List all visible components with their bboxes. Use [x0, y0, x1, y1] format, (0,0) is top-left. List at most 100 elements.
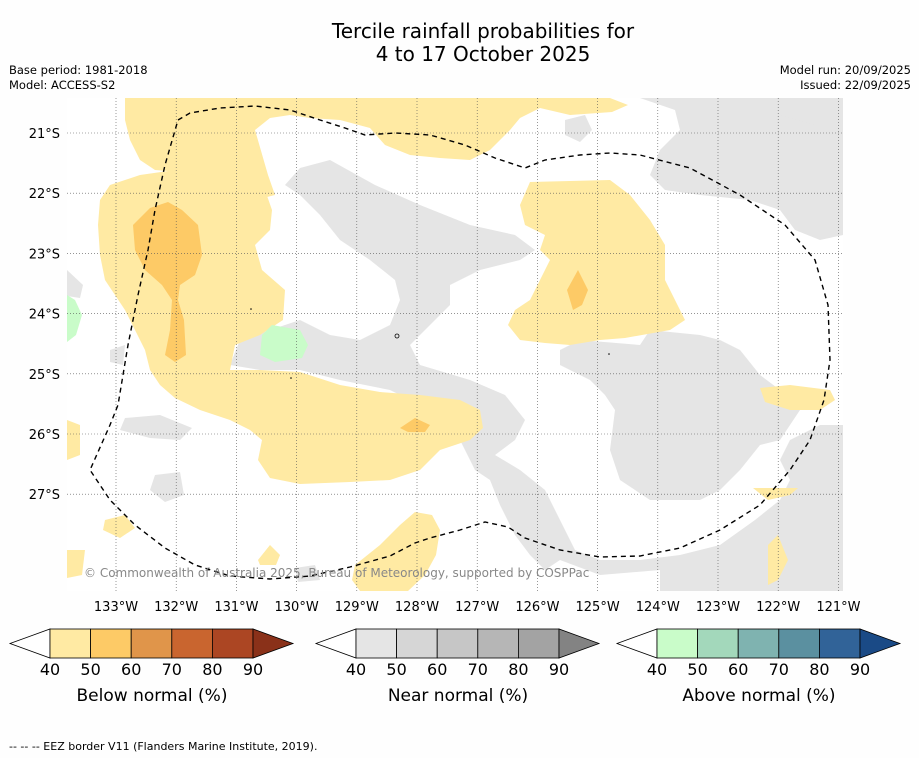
colorbar-tick-label: 80 — [809, 660, 829, 679]
island-marker — [394, 333, 400, 339]
lat-tick-label: 22°S — [29, 187, 60, 202]
colorbar-swatch — [656, 628, 698, 659]
island-marker — [290, 377, 292, 379]
below-normal-region — [103, 515, 135, 538]
near-normal-regions — [67, 98, 843, 591]
colorbar-swatch — [737, 628, 780, 659]
above-normal-regions — [67, 295, 308, 362]
colorbar-swatch — [355, 628, 397, 659]
below-normal-50-region — [133, 202, 202, 362]
colorbar-tick-label: 90 — [243, 660, 263, 679]
lon-tick-label: 126°W — [515, 600, 559, 615]
above-normal-region — [260, 325, 308, 362]
colorbar-swatch — [819, 628, 861, 659]
near-normal-region — [560, 330, 800, 500]
colorbar-swatch — [518, 628, 560, 659]
colorbar-swatch — [396, 628, 438, 659]
lon-tick-label: 125°W — [576, 600, 620, 615]
below-normal-region — [67, 550, 85, 578]
island-marker — [250, 308, 252, 310]
colorbar-tick-label: 60 — [728, 660, 748, 679]
footer-note: -- -- -- EEZ border V11 (Flanders Marine… — [9, 740, 318, 753]
colorbar-tick-label: 50 — [386, 660, 406, 679]
colorbar-tick-label: 50 — [80, 660, 100, 679]
colorbar-swatch — [49, 628, 91, 659]
colorbar-low-extend — [8, 628, 51, 659]
below-normal-region — [352, 512, 440, 591]
near-normal-region — [110, 345, 125, 365]
below-normal-region — [125, 98, 628, 200]
lat-tick-label: 27°S — [29, 488, 60, 503]
lon-tick-label: 130°W — [275, 600, 319, 615]
meta-left: Base period: 1981-2018 Model: ACCESS-S2 — [9, 63, 148, 93]
colorbar-label-above: Above normal (%) — [682, 686, 836, 706]
colorbar-high-extend — [558, 628, 601, 659]
lat-tick-label: 23°S — [29, 247, 60, 262]
graticule — [67, 98, 843, 591]
below-normal-region — [67, 420, 80, 460]
lon-tick-label: 128°W — [395, 600, 439, 615]
issued-date: Issued: 22/09/2025 — [800, 78, 911, 92]
colorbar-high-extend — [859, 628, 902, 659]
colorbar-tick-label: 90 — [549, 660, 569, 679]
lon-tick-label: 132°W — [154, 600, 198, 615]
colorbar-swatch — [171, 628, 213, 659]
colorbar-tick-label: 70 — [468, 660, 488, 679]
colorbar-tick-label: 50 — [687, 660, 707, 679]
near-normal-region — [750, 115, 815, 138]
colorbar-swatch — [436, 628, 479, 659]
colorbar: 40 50 60 70 80 90 — [8, 628, 295, 679]
colorbar-swatch — [697, 628, 739, 659]
island-markers — [250, 308, 610, 379]
lon-tick-label: 127°W — [455, 600, 499, 615]
colorbar-label-below: Below normal (%) — [76, 686, 228, 706]
colorbar-low-extend — [314, 628, 357, 659]
longitude-labels: 133°W 132°W 131°W 130°W 129°W 128°W 127°W 126°W… — [94, 600, 861, 615]
near-normal-region — [565, 115, 592, 142]
colorbar-tick-label: 40 — [346, 660, 366, 679]
near-normal-region — [295, 565, 320, 582]
near-normal-region — [230, 160, 843, 591]
lon-tick-label: 121°W — [816, 600, 860, 615]
colorbar-high-extend — [252, 628, 295, 659]
above-normal-region — [67, 295, 82, 342]
eez-border — [89, 105, 831, 580]
island-marker — [608, 353, 610, 355]
title-line-1: Tercile rainfall probabilities for — [331, 19, 635, 43]
below-normal-region — [508, 180, 685, 345]
lat-tick-label: 24°S — [29, 308, 60, 323]
lat-tick-label: 26°S — [29, 428, 60, 443]
below-normal-region — [760, 385, 835, 410]
colorbar-tick-label: 40 — [40, 660, 60, 679]
lon-tick-label: 129°W — [335, 600, 379, 615]
lon-tick-label: 123°W — [696, 600, 740, 615]
colorbar-tick-label: 90 — [850, 660, 870, 679]
below-normal-50-region — [400, 418, 430, 432]
colorbar-swatch — [211, 628, 254, 659]
lon-tick-label: 133°W — [94, 600, 138, 615]
near-normal-region — [120, 415, 192, 440]
near-normal-region — [67, 270, 83, 298]
colorbar-low-extend — [615, 628, 658, 659]
below-normal-50-regions — [133, 202, 588, 432]
below-normal-region — [258, 545, 280, 565]
colorbar-label-near: Near normal (%) — [387, 686, 529, 706]
colorbar-swatch — [477, 628, 519, 659]
latitude-labels: 21°S 22°S 23°S 24°S 25°S 26°S 27°S — [29, 127, 60, 503]
copyright-text: © Commonwealth of Australia 2025, Bureau… — [84, 566, 589, 580]
colorbar-tick-label: 70 — [162, 660, 182, 679]
model-run: Model run: 20/09/2025 — [779, 63, 911, 77]
lon-tick-label: 124°W — [636, 600, 680, 615]
colorbar-tick-label: 40 — [647, 660, 667, 679]
lon-tick-label: 122°W — [756, 600, 800, 615]
base-period: Base period: 1981-2018 — [9, 63, 148, 77]
colorbars: 40 50 60 70 80 90 40 50 60 70 80 90 40 50 60 70 80 90 — [8, 628, 902, 679]
colorbar-tick-label: 80 — [508, 660, 528, 679]
below-normal-50-region — [567, 270, 588, 310]
lat-tick-label: 21°S — [29, 127, 60, 142]
colorbar-tick-label: 60 — [121, 660, 141, 679]
map-area: © Commonwealth of Australia 2025, Bureau… — [67, 98, 843, 591]
model-name: Model: ACCESS-S2 — [9, 78, 116, 92]
colorbar-swatch — [90, 628, 132, 659]
